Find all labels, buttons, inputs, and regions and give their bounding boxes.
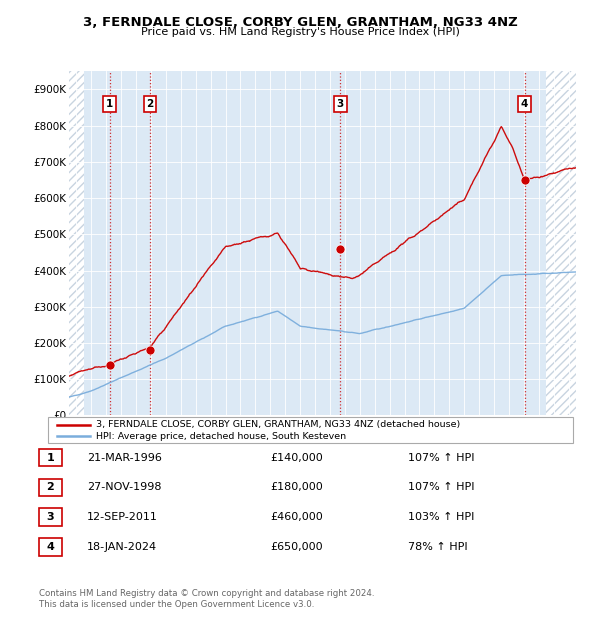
Text: 27-NOV-1998: 27-NOV-1998 (87, 482, 161, 492)
Text: Contains HM Land Registry data © Crown copyright and database right 2024.
This d: Contains HM Land Registry data © Crown c… (39, 590, 374, 609)
Bar (546, 71, 576, 415)
Text: £650,000: £650,000 (270, 542, 323, 552)
Bar (69, 71, 84, 415)
Text: 3, FERNDALE CLOSE, CORBY GLEN, GRANTHAM, NG33 4NZ (detached house): 3, FERNDALE CLOSE, CORBY GLEN, GRANTHAM,… (96, 420, 460, 429)
Text: 2: 2 (47, 482, 54, 492)
Text: 21-MAR-1996: 21-MAR-1996 (87, 453, 162, 463)
Text: 107% ↑ HPI: 107% ↑ HPI (408, 453, 475, 463)
Text: 103% ↑ HPI: 103% ↑ HPI (408, 512, 475, 522)
Text: £140,000: £140,000 (270, 453, 323, 463)
Text: 78% ↑ HPI: 78% ↑ HPI (408, 542, 467, 552)
Text: 4: 4 (46, 542, 55, 552)
Text: 2: 2 (146, 99, 154, 109)
Text: £180,000: £180,000 (270, 482, 323, 492)
Text: HPI: Average price, detached house, South Kesteven: HPI: Average price, detached house, Sout… (96, 432, 346, 440)
Text: £460,000: £460,000 (270, 512, 323, 522)
Text: 3: 3 (337, 99, 344, 109)
Text: 107% ↑ HPI: 107% ↑ HPI (408, 482, 475, 492)
Text: 4: 4 (521, 99, 528, 109)
Text: 12-SEP-2011: 12-SEP-2011 (87, 512, 158, 522)
Text: 1: 1 (47, 453, 54, 463)
Text: 1: 1 (106, 99, 113, 109)
Text: 18-JAN-2024: 18-JAN-2024 (87, 542, 157, 552)
Text: 3, FERNDALE CLOSE, CORBY GLEN, GRANTHAM, NG33 4NZ: 3, FERNDALE CLOSE, CORBY GLEN, GRANTHAM,… (83, 17, 517, 29)
Text: 3: 3 (47, 512, 54, 522)
Text: Price paid vs. HM Land Registry's House Price Index (HPI): Price paid vs. HM Land Registry's House … (140, 27, 460, 37)
